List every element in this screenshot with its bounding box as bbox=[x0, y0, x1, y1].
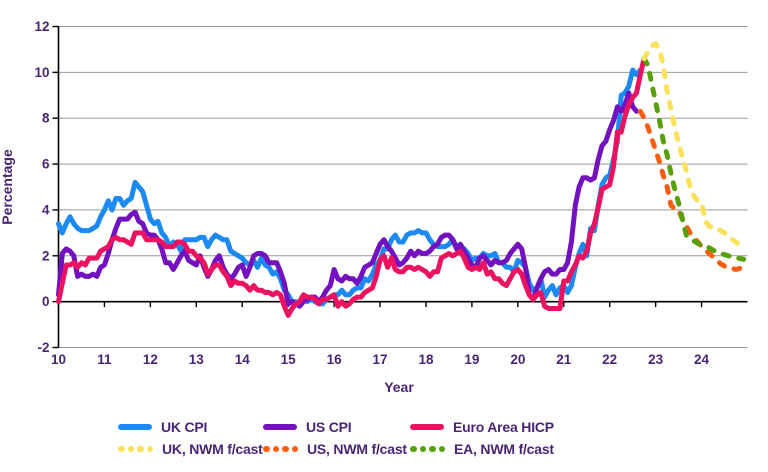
x-tick-label: 19 bbox=[464, 352, 479, 367]
legend-swatch-ea-nwm-fcast bbox=[410, 446, 445, 452]
series-line-uk-cpi bbox=[56, 67, 643, 307]
series-line-euro-area-hicp bbox=[56, 56, 647, 318]
legend-label-ea-nwm-fcast: EA, NWM f/cast bbox=[454, 441, 554, 457]
legend-item-us-cpi: US CPI bbox=[263, 419, 410, 435]
x-tick-label: 12 bbox=[143, 352, 158, 367]
x-tick-label: 22 bbox=[602, 352, 617, 367]
y-tick-label: 0 bbox=[42, 294, 50, 309]
y-tick-label: 10 bbox=[34, 65, 49, 80]
y-tick-label: -2 bbox=[37, 340, 49, 355]
legend-item-ea-nwm-fcast: EA, NWM f/cast bbox=[410, 441, 554, 457]
legend-label-us-cpi: US CPI bbox=[306, 419, 352, 435]
x-axis-title: Year bbox=[384, 379, 414, 395]
series-line-us-cpi bbox=[56, 90, 639, 309]
legend-item-us-nwm-fcast: US, NWM f/cast bbox=[263, 441, 410, 457]
legend-label-uk-nwm-fcast: UK, NWM f/cast bbox=[162, 441, 263, 457]
y-tick-label: 12 bbox=[34, 19, 49, 34]
x-tick-label: 24 bbox=[694, 352, 710, 367]
y-tick-label: 8 bbox=[42, 111, 50, 126]
legend-swatch-us-cpi bbox=[263, 424, 297, 430]
y-tick-label: 4 bbox=[42, 202, 50, 217]
legend-swatch-euro-area-hicp bbox=[410, 424, 444, 430]
y-axis-title: Percentage bbox=[0, 149, 15, 225]
x-tick-label: 18 bbox=[418, 352, 434, 367]
legend-label-us-nwm-fcast: US, NWM f/cast bbox=[307, 441, 407, 457]
x-tick-label: 21 bbox=[556, 352, 572, 367]
legend-item-uk-cpi: UK CPI bbox=[118, 419, 263, 435]
series-line-uk-nwm-f-cast bbox=[641, 41, 747, 251]
legend-swatch-uk-cpi bbox=[118, 424, 152, 430]
x-tick-label: 15 bbox=[281, 352, 297, 367]
legend-swatch-us-nwm-fcast bbox=[263, 446, 298, 452]
x-tick-label: 16 bbox=[327, 352, 343, 367]
y-tick-label: 6 bbox=[42, 157, 50, 172]
legend-label-euro-area-hicp: Euro Area HICP bbox=[453, 419, 554, 435]
x-tick-label: 10 bbox=[51, 352, 66, 367]
x-tick-label: 11 bbox=[97, 352, 112, 367]
series-line-us-nwm-f-cast bbox=[637, 108, 747, 272]
legend-label-uk-cpi: UK CPI bbox=[161, 419, 208, 435]
y-tick-label: 2 bbox=[42, 248, 50, 263]
series-line-ea-nwm-f-cast bbox=[641, 56, 747, 262]
legend-swatch-uk-nwm-fcast bbox=[118, 446, 153, 452]
legend-item-uk-nwm-fcast: UK, NWM f/cast bbox=[118, 441, 263, 457]
x-tick-label: 23 bbox=[648, 352, 664, 367]
legend-item-euro-area-hicp: Euro Area HICP bbox=[410, 419, 554, 435]
x-tick-label: 17 bbox=[373, 352, 388, 367]
x-tick-label: 14 bbox=[235, 352, 251, 367]
x-tick-label: 20 bbox=[510, 352, 525, 367]
x-tick-label: 13 bbox=[189, 352, 205, 367]
chart-legend: UK CPI US CPI Euro Area HICP UK, NWM f/c… bbox=[118, 416, 554, 460]
